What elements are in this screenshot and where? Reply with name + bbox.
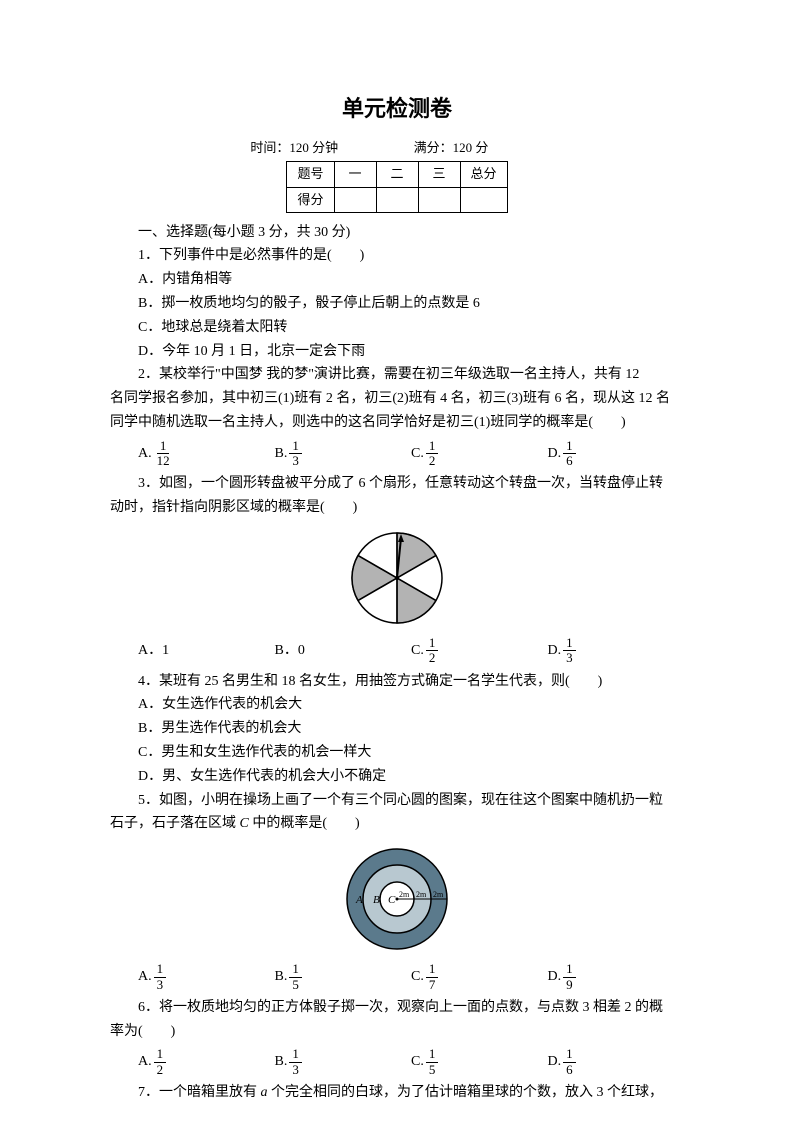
cell: 一 [334,162,376,187]
q4-opt-c: C．男生和女生选作代表的机会一样大 [110,741,684,765]
q5-opt-c: C.17 [411,962,548,992]
q2-opts: A.112 B.13 C.12 D.16 [110,439,684,469]
full-score-label: 满分：120 分 [414,137,544,159]
q3-opt-c: C.12 [411,636,548,666]
label-2m: 2m [433,890,444,899]
cell: 二 [376,162,418,187]
q6-stem: 率为( ) [110,1020,684,1044]
cell: 三 [418,162,460,187]
q6-opts: A.12 B.13 C.15 D.16 [110,1047,684,1077]
section-heading: 一、选择题(每小题 3 分，共 30 分) [110,221,684,245]
label-2m: 2m [416,890,427,899]
q4-opt-a: A．女生选作代表的机会大 [110,693,684,717]
table-row: 题号 一 二 三 总分 [287,162,507,187]
q2-opt-b: B.13 [275,439,412,469]
q5-opt-a: A.13 [138,962,275,992]
q1-opt-c: C．地球总是绕着太阳转 [110,316,684,340]
q4-opt-d: D．男、女生选作代表的机会大小不确定 [110,765,684,789]
q3-stem: 3．如图，一个圆形转盘被平分成了 6 个扇形，任意转动这个转盘一次，当转盘停止转 [110,472,684,496]
q3-opt-a: A．1 [138,636,275,666]
q4-opt-b: B．男生选作代表的机会大 [110,717,684,741]
q6-opt-a: A.12 [138,1047,275,1077]
q5-opts: A.13 B.15 C.17 D.19 [110,962,684,992]
q3-opt-d: D.13 [548,636,685,666]
q1-opt-d: D．今年 10 月 1 日，北京一定会下雨 [110,340,684,364]
q6-opt-d: D.16 [548,1047,685,1077]
concentric-circles-icon: A B C 2m 2m 2m [337,844,457,954]
cell: 题号 [287,162,334,187]
q3-opt-b: B．0 [275,636,412,666]
q2-opt-c: C.12 [411,439,548,469]
q3-opts: A．1 B．0 C.12 D.13 [110,636,684,666]
label-b: B [373,894,380,906]
page-title: 单元检测卷 [110,90,684,127]
q2-stem: 名同学报名参加，其中初三(1)班有 2 名，初三(2)班有 4 名，初三(3)班… [110,387,684,411]
label-a: A [355,894,363,906]
table-row: 得分 [287,187,507,212]
q6-opt-b: B.13 [275,1047,412,1077]
cell [460,187,507,212]
label-2m: 2m [399,890,410,899]
q3-figure [110,528,684,628]
cell [376,187,418,212]
q2-stem: 同学中随机选取一名主持人，则选中的这名同学恰好是初三(1)班同学的概率是( ) [110,411,684,435]
q3-stem: 动时，指针指向阴影区域的概率是( ) [110,496,684,520]
q5-stem: 5．如图，小明在操场上画了一个有三个同心圆的图案，现在往这个图案中随机扔一粒 [110,789,684,813]
spinner-icon [347,528,447,628]
q4-stem: 4．某班有 25 名男生和 18 名女生，用抽签方式确定一名学生代表，则( ) [110,670,684,694]
score-table: 题号 一 二 三 总分 得分 [286,161,507,212]
meta-row: 时间：120 分钟 满分：120 分 [110,137,684,159]
cell [334,187,376,212]
time-label: 时间：120 分钟 [250,137,410,159]
cell [418,187,460,212]
q2-stem: 2．某校举行"中国梦 我的梦"演讲比赛，需要在初三年级选取一名主持人，共有 12 [110,363,684,387]
q1-opt-b: B．掷一枚质地均匀的骰子，骰子停止后朝上的点数是 6 [110,292,684,316]
q5-opt-d: D.19 [548,962,685,992]
q6-stem: 6．将一枚质地均匀的正方体骰子掷一次，观察向上一面的点数，与点数 3 相差 2 … [110,996,684,1020]
cell: 总分 [460,162,507,187]
q1-stem: 1．下列事件中是必然事件的是( ) [110,244,684,268]
cell: 得分 [287,187,334,212]
q5-figure: A B C 2m 2m 2m [110,844,684,954]
q6-opt-c: C.15 [411,1047,548,1077]
q1-opt-a: A．内错角相等 [110,268,684,292]
q5-stem: 石子，石子落在区域 C 中的概率是( ) [110,812,684,836]
q5-opt-b: B.15 [275,962,412,992]
q2-opt-a: A.112 [138,439,275,469]
q2-opt-d: D.16 [548,439,685,469]
label-c: C [388,894,396,906]
q7-stem: 7．一个暗箱里放有 a 个完全相同的白球，为了估计暗箱里球的个数，放入 3 个红… [110,1081,684,1105]
